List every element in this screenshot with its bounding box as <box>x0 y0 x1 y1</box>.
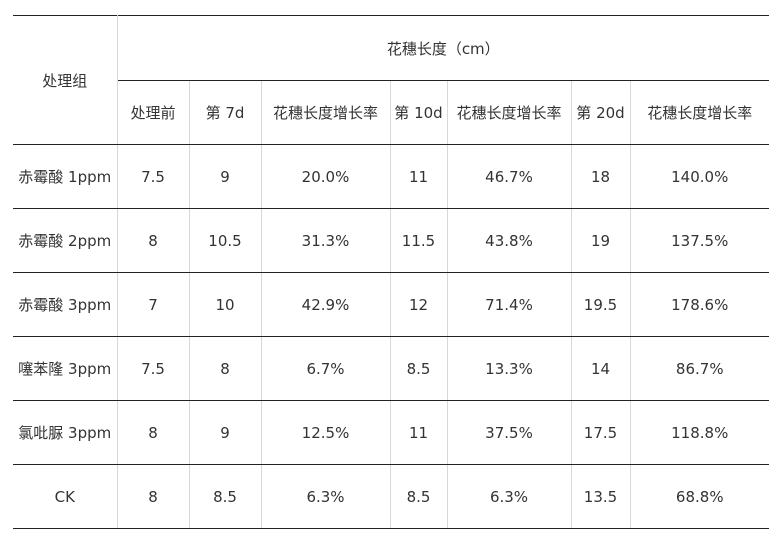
value-cell: 42.9% <box>260 272 391 337</box>
group-cell: 噻苯隆 3ppm <box>13 336 118 401</box>
sub-header-cell: 花穗长度增长率 <box>260 80 391 145</box>
group-header-label: 处理组 <box>42 71 88 90</box>
value-cell: 14 <box>570 336 631 401</box>
group-cell: 赤霉酸 3ppm <box>13 272 118 337</box>
header-row-2: 处理前 第 7d 花穗长度增长率 第 10d 花穗长度增长率 第 20d 花穗长… <box>13 80 769 145</box>
value-cell: 13.5 <box>570 464 631 529</box>
value-cell: 11 <box>389 400 448 465</box>
value-cell: 46.7% <box>446 144 572 209</box>
value-cell: 12.5% <box>260 400 391 465</box>
value-cell: 71.4% <box>446 272 572 337</box>
value-cell: 7 <box>116 272 190 337</box>
span-header-label: 花穗长度（cm） <box>386 39 500 58</box>
value-cell: 18 <box>570 144 631 209</box>
value-cell: 19 <box>570 208 631 273</box>
flower-spike-length-table: 处理组 花穗长度（cm） 处理前 第 7d 花穗长度增长率 第 10d 花穗长度… <box>13 15 769 529</box>
value-cell: 11.5 <box>389 208 448 273</box>
value-cell: 178.6% <box>629 272 769 337</box>
table-row: 噻苯隆 3ppm 7.5 8 6.7% 8.5 13.3% 14 86.7% <box>13 336 769 401</box>
value-cell: 37.5% <box>446 400 572 465</box>
group-cell: 氯吡脲 3ppm <box>13 400 118 465</box>
header-row-1: 处理组 花穗长度（cm） <box>13 15 769 145</box>
group-header-cell: 处理组 <box>13 15 118 145</box>
value-cell: 8 <box>116 464 190 529</box>
value-cell: 6.3% <box>260 464 391 529</box>
value-cell: 8 <box>188 336 262 401</box>
value-cell: 8.5 <box>389 336 448 401</box>
span-header-cell: 花穗长度（cm） <box>116 15 769 81</box>
table-row: 赤霉酸 1ppm 7.5 9 20.0% 11 46.7% 18 140.0% <box>13 144 769 209</box>
value-cell: 6.7% <box>260 336 391 401</box>
value-cell: 7.5 <box>116 336 190 401</box>
value-cell: 11 <box>389 144 448 209</box>
group-cell: 赤霉酸 2ppm <box>13 208 118 273</box>
table-row: 赤霉酸 3ppm 7 10 42.9% 12 71.4% 19.5 178.6% <box>13 272 769 337</box>
sub-header-cell: 花穗长度增长率 <box>629 80 769 145</box>
value-cell: 8.5 <box>188 464 262 529</box>
value-cell: 137.5% <box>629 208 769 273</box>
value-cell: 118.8% <box>629 400 769 465</box>
value-cell: 20.0% <box>260 144 391 209</box>
value-cell: 10.5 <box>188 208 262 273</box>
group-cell: CK <box>13 464 118 529</box>
value-cell: 13.3% <box>446 336 572 401</box>
value-cell: 8 <box>116 400 190 465</box>
table-row: 赤霉酸 2ppm 8 10.5 31.3% 11.5 43.8% 19 137.… <box>13 208 769 273</box>
sub-header-cell: 花穗长度增长率 <box>446 80 572 145</box>
table-row: 氯吡脲 3ppm 8 9 12.5% 11 37.5% 17.5 118.8% <box>13 400 769 465</box>
sub-header-cell: 处理前 <box>116 80 190 145</box>
value-cell: 9 <box>188 144 262 209</box>
value-cell: 10 <box>188 272 262 337</box>
sub-header-cell: 第 10d <box>389 80 448 145</box>
group-cell: 赤霉酸 1ppm <box>13 144 118 209</box>
value-cell: 7.5 <box>116 144 190 209</box>
value-cell: 9 <box>188 400 262 465</box>
value-cell: 8.5 <box>389 464 448 529</box>
sub-header-cell: 第 20d <box>570 80 631 145</box>
value-cell: 8 <box>116 208 190 273</box>
table-row: CK 8 8.5 6.3% 8.5 6.3% 13.5 68.8% <box>13 464 769 529</box>
sub-header-cell: 第 7d <box>188 80 262 145</box>
value-cell: 12 <box>389 272 448 337</box>
value-cell: 31.3% <box>260 208 391 273</box>
value-cell: 140.0% <box>629 144 769 209</box>
value-cell: 6.3% <box>446 464 572 529</box>
value-cell: 17.5 <box>570 400 631 465</box>
value-cell: 19.5 <box>570 272 631 337</box>
value-cell: 43.8% <box>446 208 572 273</box>
value-cell: 86.7% <box>629 336 769 401</box>
value-cell: 68.8% <box>629 464 769 529</box>
